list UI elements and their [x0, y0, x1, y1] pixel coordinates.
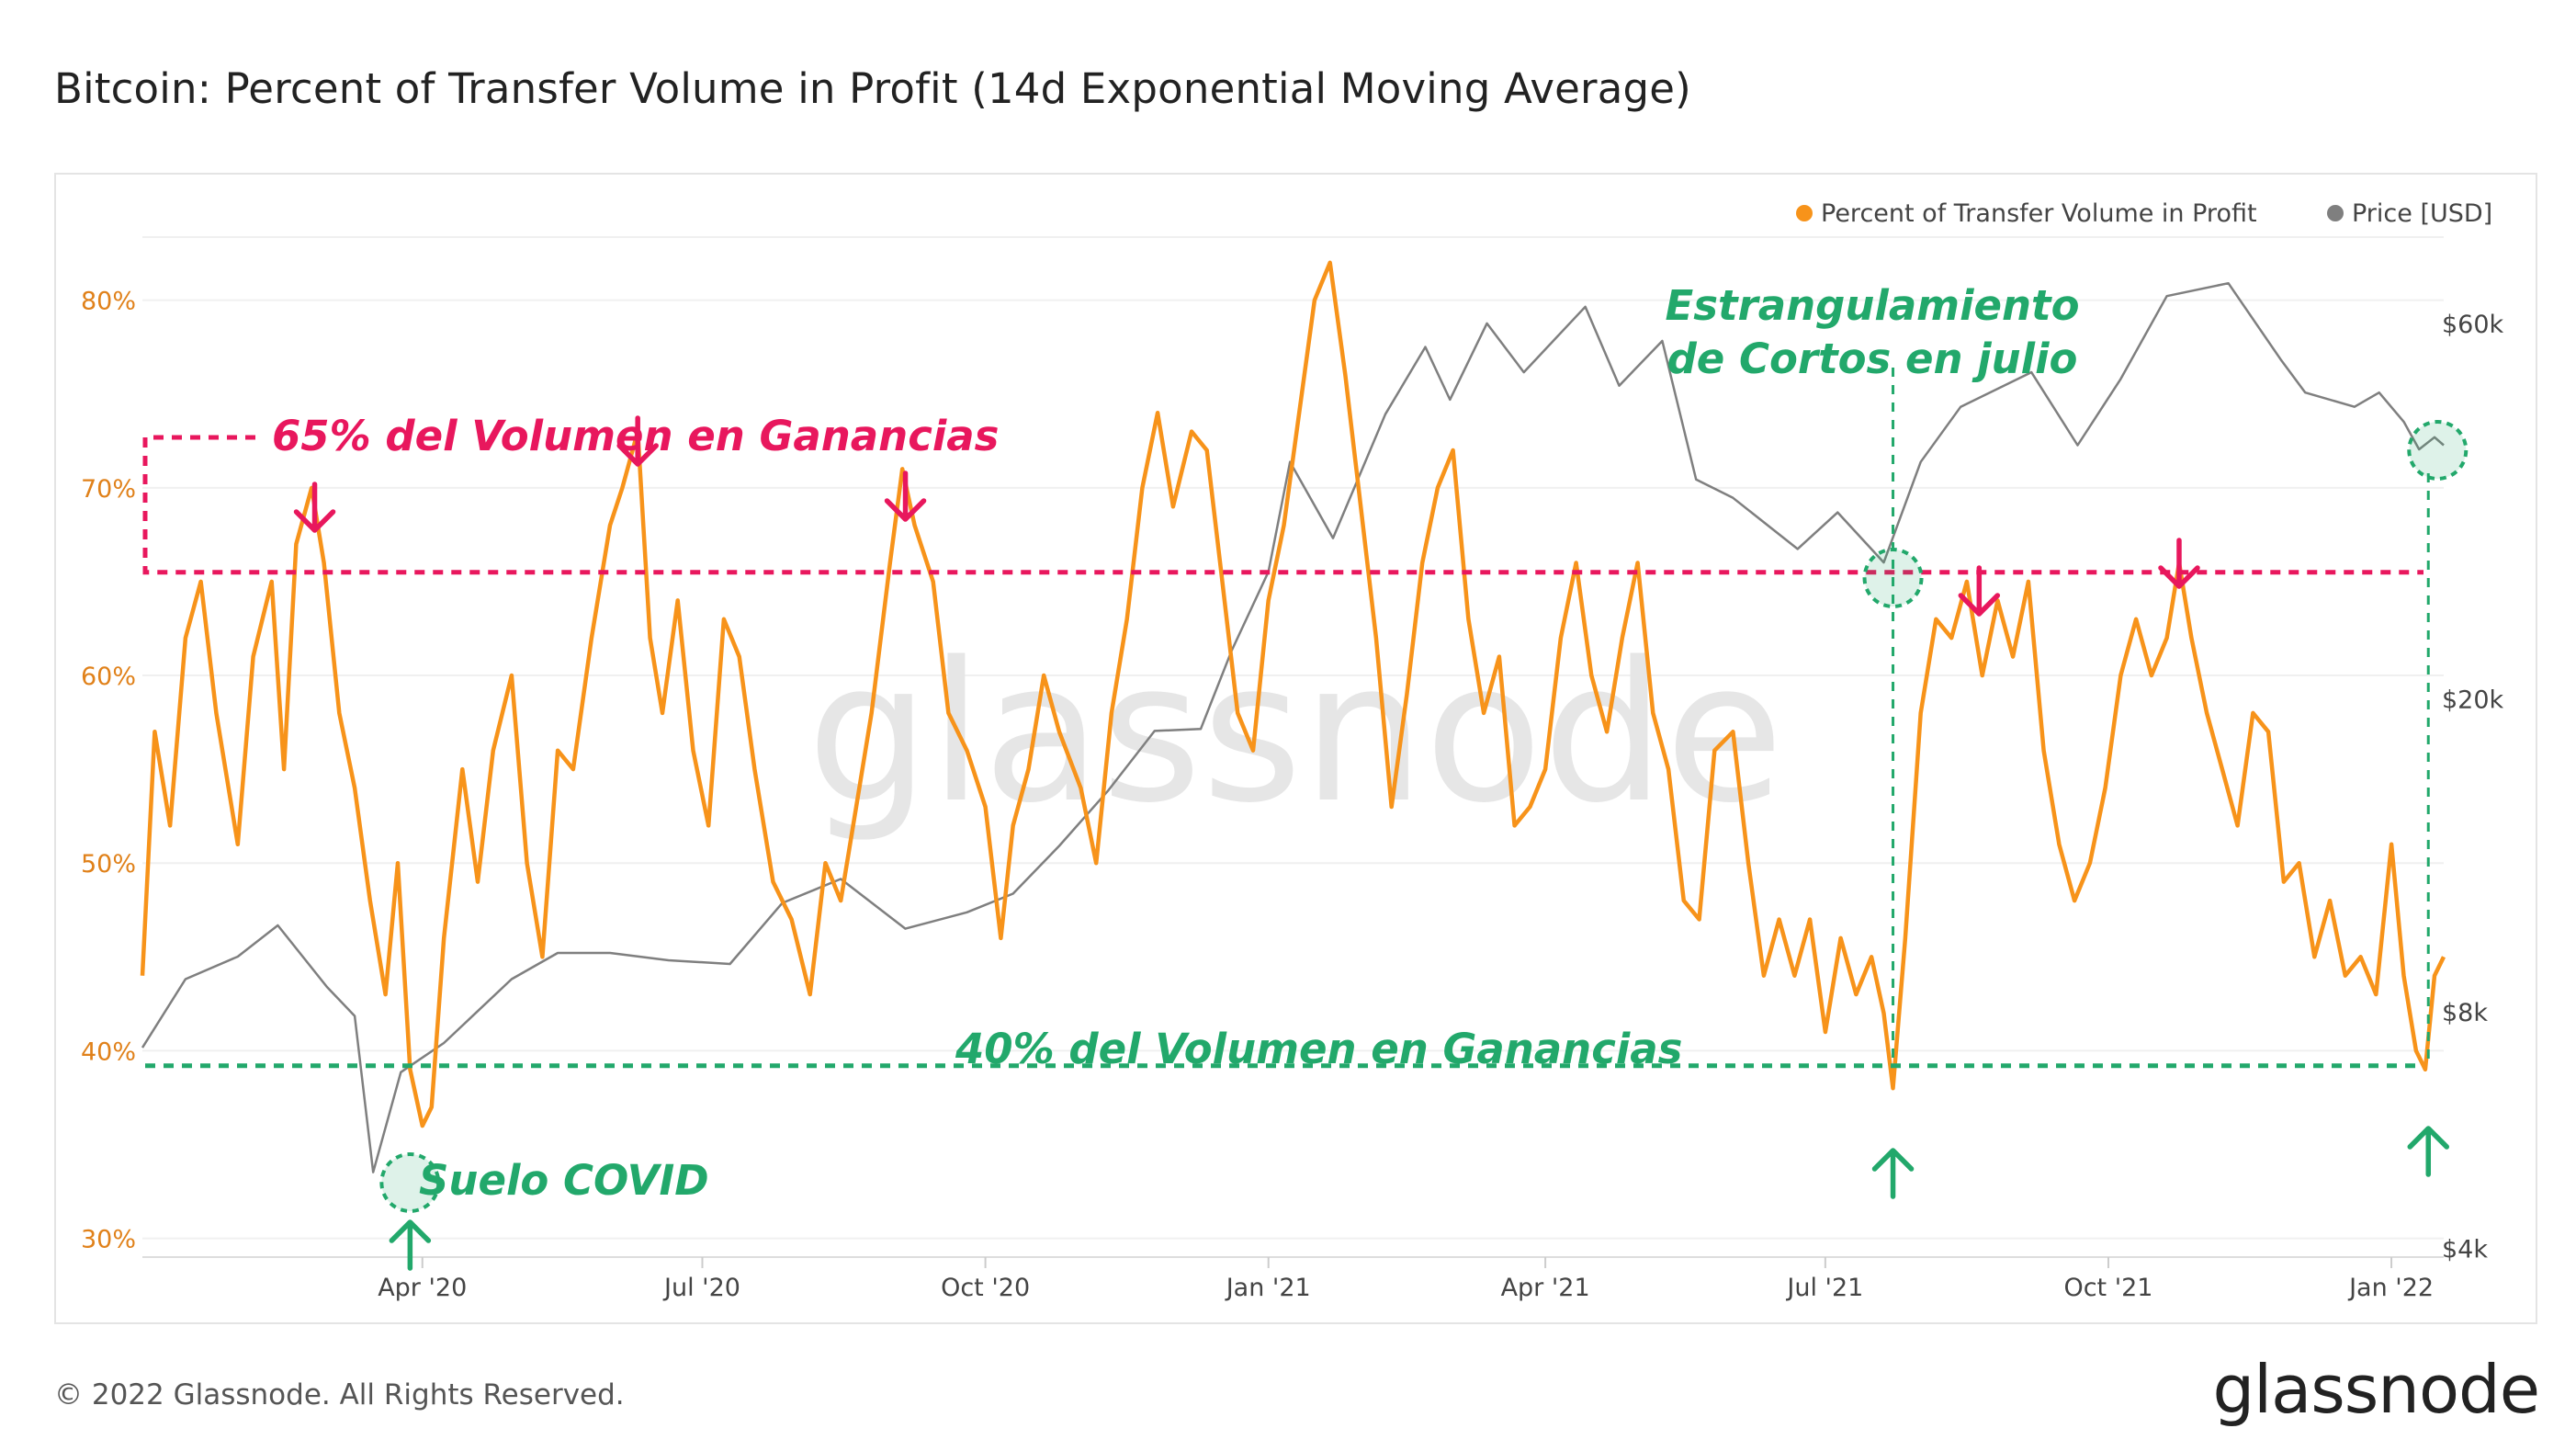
- x-tick-label: Apr '21: [1501, 1274, 1590, 1302]
- july-label-line1: Estrangulamiento: [1666, 281, 2080, 330]
- gridlines: [142, 236, 2444, 1258]
- right-tick-label: $8k: [2442, 999, 2488, 1027]
- pink-down-arrow: [2158, 538, 2200, 589]
- x-tick-label: Jul '21: [1785, 1274, 1863, 1302]
- x-tick-label: Oct '21: [2063, 1274, 2152, 1302]
- left-tick-label: 40%: [81, 1037, 136, 1066]
- x-tick-label: Jan '22: [2347, 1274, 2434, 1302]
- left-tick-label: 30%: [81, 1226, 136, 1254]
- x-axis-ticks: Apr '20 Jul '20 Oct '20 Jan '21 Apr '21 Jul '…: [378, 1257, 2434, 1302]
- green-up-arrow: [1871, 1148, 1915, 1199]
- percent-profit-line: [140, 260, 2446, 1128]
- right-axis-ticks: $4k $8k $20k $60k: [2442, 311, 2504, 1264]
- right-tick-label: $4k: [2442, 1236, 2488, 1264]
- left-tick-label: 50%: [81, 850, 136, 879]
- highlight-circle: [2407, 420, 2469, 481]
- legend-label-price: Price [USD]: [2352, 199, 2492, 228]
- left-axis-ticks: 30% 40% 50% 60% 70% 80%: [81, 288, 136, 1254]
- highlight-circle: [1862, 548, 1924, 608]
- series-lines: [140, 260, 2446, 1173]
- pink-down-arrow: [616, 415, 659, 467]
- covid-label: Suelo COVID: [419, 1156, 709, 1205]
- x-tick-label: Oct '20: [941, 1274, 1030, 1302]
- right-tick-label: $60k: [2442, 311, 2504, 339]
- pink-down-arrow: [293, 482, 336, 533]
- x-tick-label: Jul '20: [662, 1274, 740, 1302]
- legend-label-percent: Percent of Transfer Volume in Profit: [1821, 199, 2257, 228]
- green-up-arrow: [389, 1219, 432, 1271]
- green-up-arrow: [2407, 1126, 2450, 1177]
- left-tick-label: 60%: [81, 663, 136, 691]
- legend: Percent of Transfer Volume in Profit Pric…: [1796, 199, 2492, 228]
- pink-down-arrow: [884, 470, 927, 522]
- chart-title: Bitcoin: Percent of Transfer Volume in P…: [54, 64, 1691, 113]
- july-label-line2: de Cortos en julio: [1667, 334, 2078, 383]
- copyright: © 2022 Glassnode. All Rights Reserved.: [54, 1378, 625, 1411]
- brand-logo: glassnode: [2212, 1351, 2540, 1428]
- left-tick-label: 80%: [81, 288, 136, 316]
- right-tick-label: $20k: [2442, 686, 2504, 714]
- watermark: glassnode: [807, 620, 1783, 845]
- left-tick-label: 70%: [81, 475, 136, 504]
- highlight-circle: [379, 1152, 441, 1213]
- legend-swatch-gray: [2327, 205, 2344, 221]
- pink-threshold-line: [142, 435, 2423, 575]
- legend-swatch-orange: [1796, 205, 1813, 221]
- chart-panel: [54, 173, 2537, 1324]
- x-tick-label: Jan '21: [1225, 1274, 1311, 1302]
- pink-down-arrow: [1958, 565, 2001, 617]
- x-tick-label: Apr '20: [378, 1274, 467, 1302]
- green-threshold-label: 40% del Volumen en Ganancias: [955, 1025, 1682, 1073]
- price-line: [141, 281, 2445, 1173]
